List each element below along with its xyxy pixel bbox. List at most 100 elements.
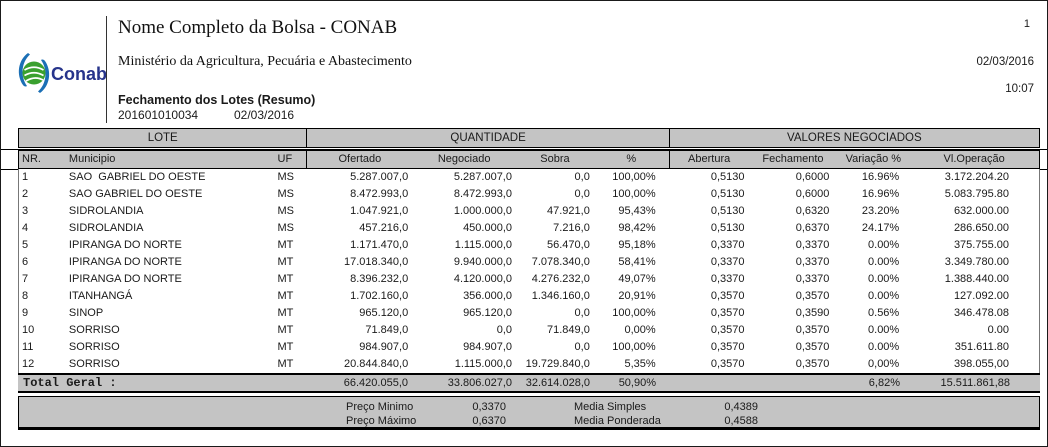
cell-vloperacao: 398.055,00 [953,358,1009,370]
cell-sobra: 19.729.840,0 [525,358,590,370]
cell-sobra: 0,0 [574,188,590,200]
cell-sobra: 7.078.340,0 [531,256,590,268]
cell-sobra: 47.921,0 [547,205,590,217]
cell-nr: 11 [22,341,34,353]
print-date: 02/03/2016 [976,56,1034,68]
cell-municipio: SINOP [68,307,104,319]
cell-pct: 20,91% [618,290,656,302]
cell-ofertado: 5.287.007,0 [350,171,409,183]
cell-sobra: 56.470,0 [547,239,590,251]
cell-variacao: 0.00% [868,256,900,268]
report-date: 02/03/2016 [234,108,295,122]
cell-variacao: 0.00% [868,290,900,302]
cell-pct: 100,00% [612,341,656,353]
cell-uf: MS [277,205,295,217]
cell-municipio: IPIRANGA DO NORTE [68,239,182,251]
cell-nr: 10 [22,324,35,336]
cell-nr: 12 [22,358,35,370]
cell-vloperacao: 286.650.00 [953,222,1009,234]
cell-vloperacao: 632.000.00 [953,205,1009,217]
cell-variacao: 0,00% [868,358,900,370]
table-row: 9 SINOP MT 965.120,0 965.120,0 0,0 100,0… [19,305,1039,322]
cell-abertura: 0,3570 [710,307,745,319]
total-label: Total Geral : [23,376,117,390]
table-body: 1 SAO GABRIEL DO OESTE MS 5.287.007,0 5.… [18,169,1040,373]
cell-nr: 1 [22,171,29,183]
cell-municipio: IPIRANGA DO NORTE [68,256,182,268]
cell-pct: 5,35% [624,358,656,370]
cell-variacao: 16.96% [861,188,900,200]
group-header-valores: VALORES NEGOCIADOS [668,129,1039,147]
col-header-ofertado: Ofertado [306,151,412,168]
cell-sobra: 7.216,0 [553,222,590,234]
cell-fechamento: 0,3590 [795,307,830,319]
cell-fechamento: 0,3370 [795,273,830,285]
cell-variacao: 23.20% [861,205,900,217]
cell-nr: 4 [22,222,29,234]
cell-municipio: ITANHANGÁ [68,290,133,302]
col-header-municipio: Municipio [68,153,116,165]
preco-minimo-label: Preço Minimo [346,401,414,413]
header-rule-top [1,149,1047,150]
cell-sobra: 0,0 [574,171,590,183]
cell-nr: 8 [22,290,29,302]
group-header-quantidade: QUANTIDADE [306,129,668,147]
col-header-abertura: Abertura [668,151,749,168]
cell-vloperacao: 375.755.00 [953,239,1009,251]
media-ponderada-value: 0,4588 [724,415,758,427]
cell-nr: 6 [22,256,29,268]
total-sobra: 32.614.028,0 [525,377,590,389]
cell-negociado: 356.000,0 [463,290,512,302]
col-header-variacao: Variação % [845,153,902,165]
total-vloperacao: 15.511.861,88 [940,377,1010,389]
col-header-nr: NR. [22,153,41,165]
cell-abertura: 0,3570 [710,324,745,336]
cell-vloperacao: 3.172.204.20 [944,171,1009,183]
cell-variacao: 24.17% [861,222,900,234]
cell-municipio: SIDROLANDIA [68,205,144,217]
cell-abertura: 0,5130 [710,222,745,234]
cell-negociado: 9.940.000,0 [453,256,512,268]
table-row: 7 IPIRANGA DO NORTE MT 8.396.232,0 4.120… [19,271,1039,288]
col-header-sobra: Sobra [540,153,570,165]
cell-nr: 9 [22,307,29,319]
cell-negociado: 4.120.000,0 [453,273,512,285]
cell-uf: MS [277,171,295,183]
cell-negociado: 1.115.000,0 [454,358,512,370]
table-row: 11 SORRISO MT 984.907,0 984.907,0 0,0 10… [19,339,1039,356]
cell-nr: 3 [22,205,29,217]
media-simples-value: 0,4389 [724,401,758,413]
cell-municipio: SORRISO [68,341,120,353]
cell-negociado: 1.115.000,0 [454,239,512,251]
cell-ofertado: 1.702.160,0 [350,290,409,302]
media-ponderada-label: Media Ponderada [574,415,661,427]
cell-municipio: SAO GABRIEL DO OESTE [68,188,203,200]
col-header-fechamento: Fechamento [762,153,824,165]
cell-municipio: IPIRANGA DO NORTE [68,273,182,285]
cell-pct: 0,00% [624,324,656,336]
cell-pct: 100,00% [612,171,656,183]
cell-sobra: 0,0 [574,307,590,319]
cell-negociado: 984.907,0 [463,341,512,353]
cell-ofertado: 1.047.921,0 [350,205,409,217]
cell-sobra: 71.849,0 [547,324,590,336]
cell-ofertado: 17.018.340,0 [343,256,409,268]
cell-vloperacao: 346.478.08 [953,307,1009,319]
page-title: Nome Completo da Bolsa - CONAB [118,17,398,38]
cell-ofertado: 8.472.993,0 [350,188,409,200]
cell-ofertado: 8.396.232,0 [350,273,409,285]
cell-uf: MS [277,222,295,234]
cell-municipio: SORRISO [68,358,120,370]
cell-variacao: 0.00% [868,324,900,336]
cell-vloperacao: 1.388.440.00 [944,273,1009,285]
cell-vloperacao: 3.349.780.00 [944,256,1009,268]
column-header-row: NR. Municipio UF Ofertado Negociado Sobr… [18,150,1040,169]
group-header-row: LOTE QUANTIDADE VALORES NEGOCIADOS [18,128,1040,148]
media-simples-label: Media Simples [574,401,647,413]
table-row: 5 IPIRANGA DO NORTE MT 1.171.470,0 1.115… [19,237,1039,254]
cell-uf: MT [277,324,294,336]
cell-uf: MS [277,188,295,200]
cell-fechamento: 0,3370 [795,239,830,251]
preco-maximo-label: Preço Máximo [346,415,417,427]
